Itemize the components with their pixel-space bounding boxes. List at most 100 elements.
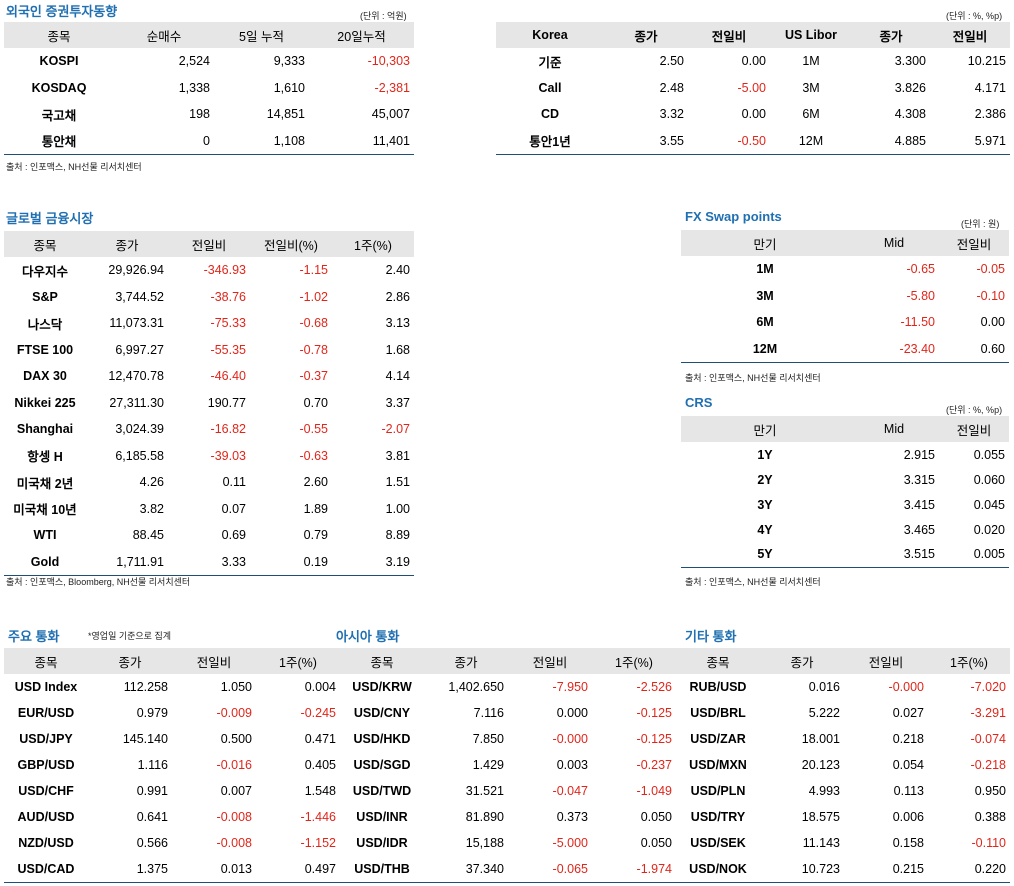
table-cell: 0.215: [844, 856, 928, 883]
row-label: FTSE 100: [16, 342, 74, 357]
row-label: USD/THB: [340, 856, 424, 883]
table-cell: 0.060: [973, 472, 1005, 487]
table-cell: -0.000: [552, 732, 588, 746]
table-cell: -1.049: [636, 784, 672, 798]
global-markets-source: 출처 : 인포맥스, Bloomberg, NH선물 리서치센터: [6, 577, 191, 587]
row-label: 다우지수: [21, 264, 68, 279]
fx-swap-title: FX Swap points: [685, 209, 782, 224]
table-cell: 0.60: [939, 335, 1009, 363]
row-label: USD/TRY: [690, 810, 746, 824]
table-cell: 0.00: [980, 315, 1005, 330]
col-header: 전일비(%): [250, 231, 332, 257]
table-cell: -11.50: [900, 315, 935, 330]
table-cell: 1.116: [137, 758, 168, 772]
table-cell: 0.07: [221, 501, 246, 516]
table-cell: 1M: [802, 54, 820, 69]
table-cell: 0.388: [974, 810, 1006, 824]
table-row: 통안1년 3.55 -0.50 12M 4.885 5.971: [496, 127, 1010, 155]
table-row: 항셍 H 6,185.58 -39.03 -0.63 3.81: [4, 443, 414, 470]
row-label: DAX 30: [23, 369, 67, 384]
col-header: 전일비: [508, 648, 592, 674]
col-header: 순매수: [114, 22, 214, 48]
table-cell: 18.575: [801, 810, 840, 824]
table-cell: 0.497: [256, 856, 340, 883]
table-cell: 190.77: [207, 395, 246, 410]
table-header-row: 만기 Mid 전일비: [681, 230, 1009, 256]
row-label: 3M: [756, 288, 774, 303]
table-cell: 0.11: [222, 475, 246, 490]
global-markets-title: 글로벌 금융시장: [6, 211, 94, 226]
table-cell: 0.69: [221, 528, 246, 543]
table-cell: 0.013: [172, 856, 256, 883]
col-header: 전일비: [939, 230, 1009, 256]
row-label: 통안1년: [496, 127, 604, 155]
table-cell: -5.80: [906, 288, 936, 303]
table-cell: 112.258: [123, 680, 168, 694]
table-cell: 0: [114, 127, 214, 155]
row-label: USD Index: [14, 680, 78, 694]
table-cell: 6,997.27: [115, 342, 164, 357]
foreign-flows-table: 종목 순매수 5일 누적 20일누적 KOSPI 2,524 9,333 -10,30…: [4, 22, 414, 155]
table-cell: -0.10: [976, 288, 1006, 303]
row-label: S&P: [32, 289, 58, 304]
table-cell: 2.50: [659, 54, 684, 69]
col-header: 종목: [676, 648, 760, 674]
table-cell: 10.215: [967, 54, 1006, 69]
table-cell: -0.074: [970, 732, 1006, 746]
table-cell: -1.446: [300, 810, 336, 824]
table-cell: -1.02: [299, 289, 329, 304]
row-label: USD/MXN: [689, 758, 747, 772]
table-cell: -1.974: [592, 856, 676, 883]
table-row: USD Index 112.258 1.050 0.004 USD/KRW 1,402.6…: [4, 674, 1010, 700]
table-cell: 1.548: [304, 784, 336, 798]
row-label: USD/HKD: [353, 732, 411, 746]
table-cell: 0.003: [556, 758, 588, 772]
row-label: 통안채: [4, 127, 114, 155]
table-cell: 1.375: [88, 856, 172, 883]
table-cell: 6M: [802, 107, 820, 122]
foreign-flows-source: 출처 : 인포맥스, NH선물 리서치센터: [6, 162, 142, 172]
table-cell: 0.471: [304, 732, 336, 746]
table-row: NZD/USD 0.566 -0.008 -1.152 USD/IDR 15,188 -5.…: [4, 830, 1010, 856]
table-cell: 27,311.30: [109, 395, 164, 410]
table-cell: 10.723: [760, 856, 844, 883]
row-label: 항셍 H: [27, 450, 63, 465]
table-cell: 3,744.52: [115, 289, 164, 304]
table-cell: 1.89: [303, 501, 328, 516]
table-row: 미국채 2년 4.26 0.11 2.60 1.51: [4, 469, 414, 496]
table-cell: 3.465: [903, 522, 935, 537]
foreign-flows-unit: (단위 : 억원): [360, 11, 407, 21]
row-label: USD/KRW: [352, 680, 412, 694]
table-cell: 0.500: [220, 732, 252, 746]
table-cell: 15,188: [465, 836, 504, 850]
table-cell: 6,185.58: [115, 448, 164, 463]
table-cell: 0.054: [892, 758, 924, 772]
col-header: US Libor: [770, 22, 852, 48]
fx-swap-table: 만기 Mid 전일비 1M -0.65 -0.05 3M -5.80 -0.10 6M -11…: [681, 230, 1009, 363]
table-cell: 0.004: [304, 680, 336, 694]
table-cell: -0.50: [688, 127, 770, 155]
col-header: 종가: [760, 648, 844, 674]
table-cell: 0.70: [303, 395, 328, 410]
col-header: 1주(%): [928, 648, 1010, 674]
table-cell: 2.386: [974, 107, 1006, 122]
col-header: Mid: [849, 230, 939, 256]
table-header-row: 종목 순매수 5일 누적 20일누적: [4, 22, 414, 48]
table-cell: 29,926.94: [108, 263, 164, 278]
table-cell: 0.405: [304, 758, 336, 772]
table-row: KOSDAQ 1,338 1,610 -2,381: [4, 75, 414, 102]
table-cell: -0.065: [508, 856, 592, 883]
table-cell: 3.33: [168, 548, 250, 576]
row-label: USD/ZAR: [690, 732, 746, 746]
row-label: 기준: [538, 55, 562, 70]
row-label: GBP/USD: [17, 758, 75, 772]
col-header: 만기: [681, 416, 849, 442]
table-row: KOSPI 2,524 9,333 -10,303: [4, 48, 414, 75]
col-header: 20일누적: [309, 22, 414, 48]
row-label: 1M: [756, 262, 774, 277]
asia-currencies-title: 아시아 통화: [336, 629, 400, 644]
crs-title: CRS: [685, 395, 713, 410]
table-cell: 3.81: [385, 448, 410, 463]
row-label: 국고채: [41, 108, 77, 123]
table-cell: 18.001: [801, 732, 840, 746]
